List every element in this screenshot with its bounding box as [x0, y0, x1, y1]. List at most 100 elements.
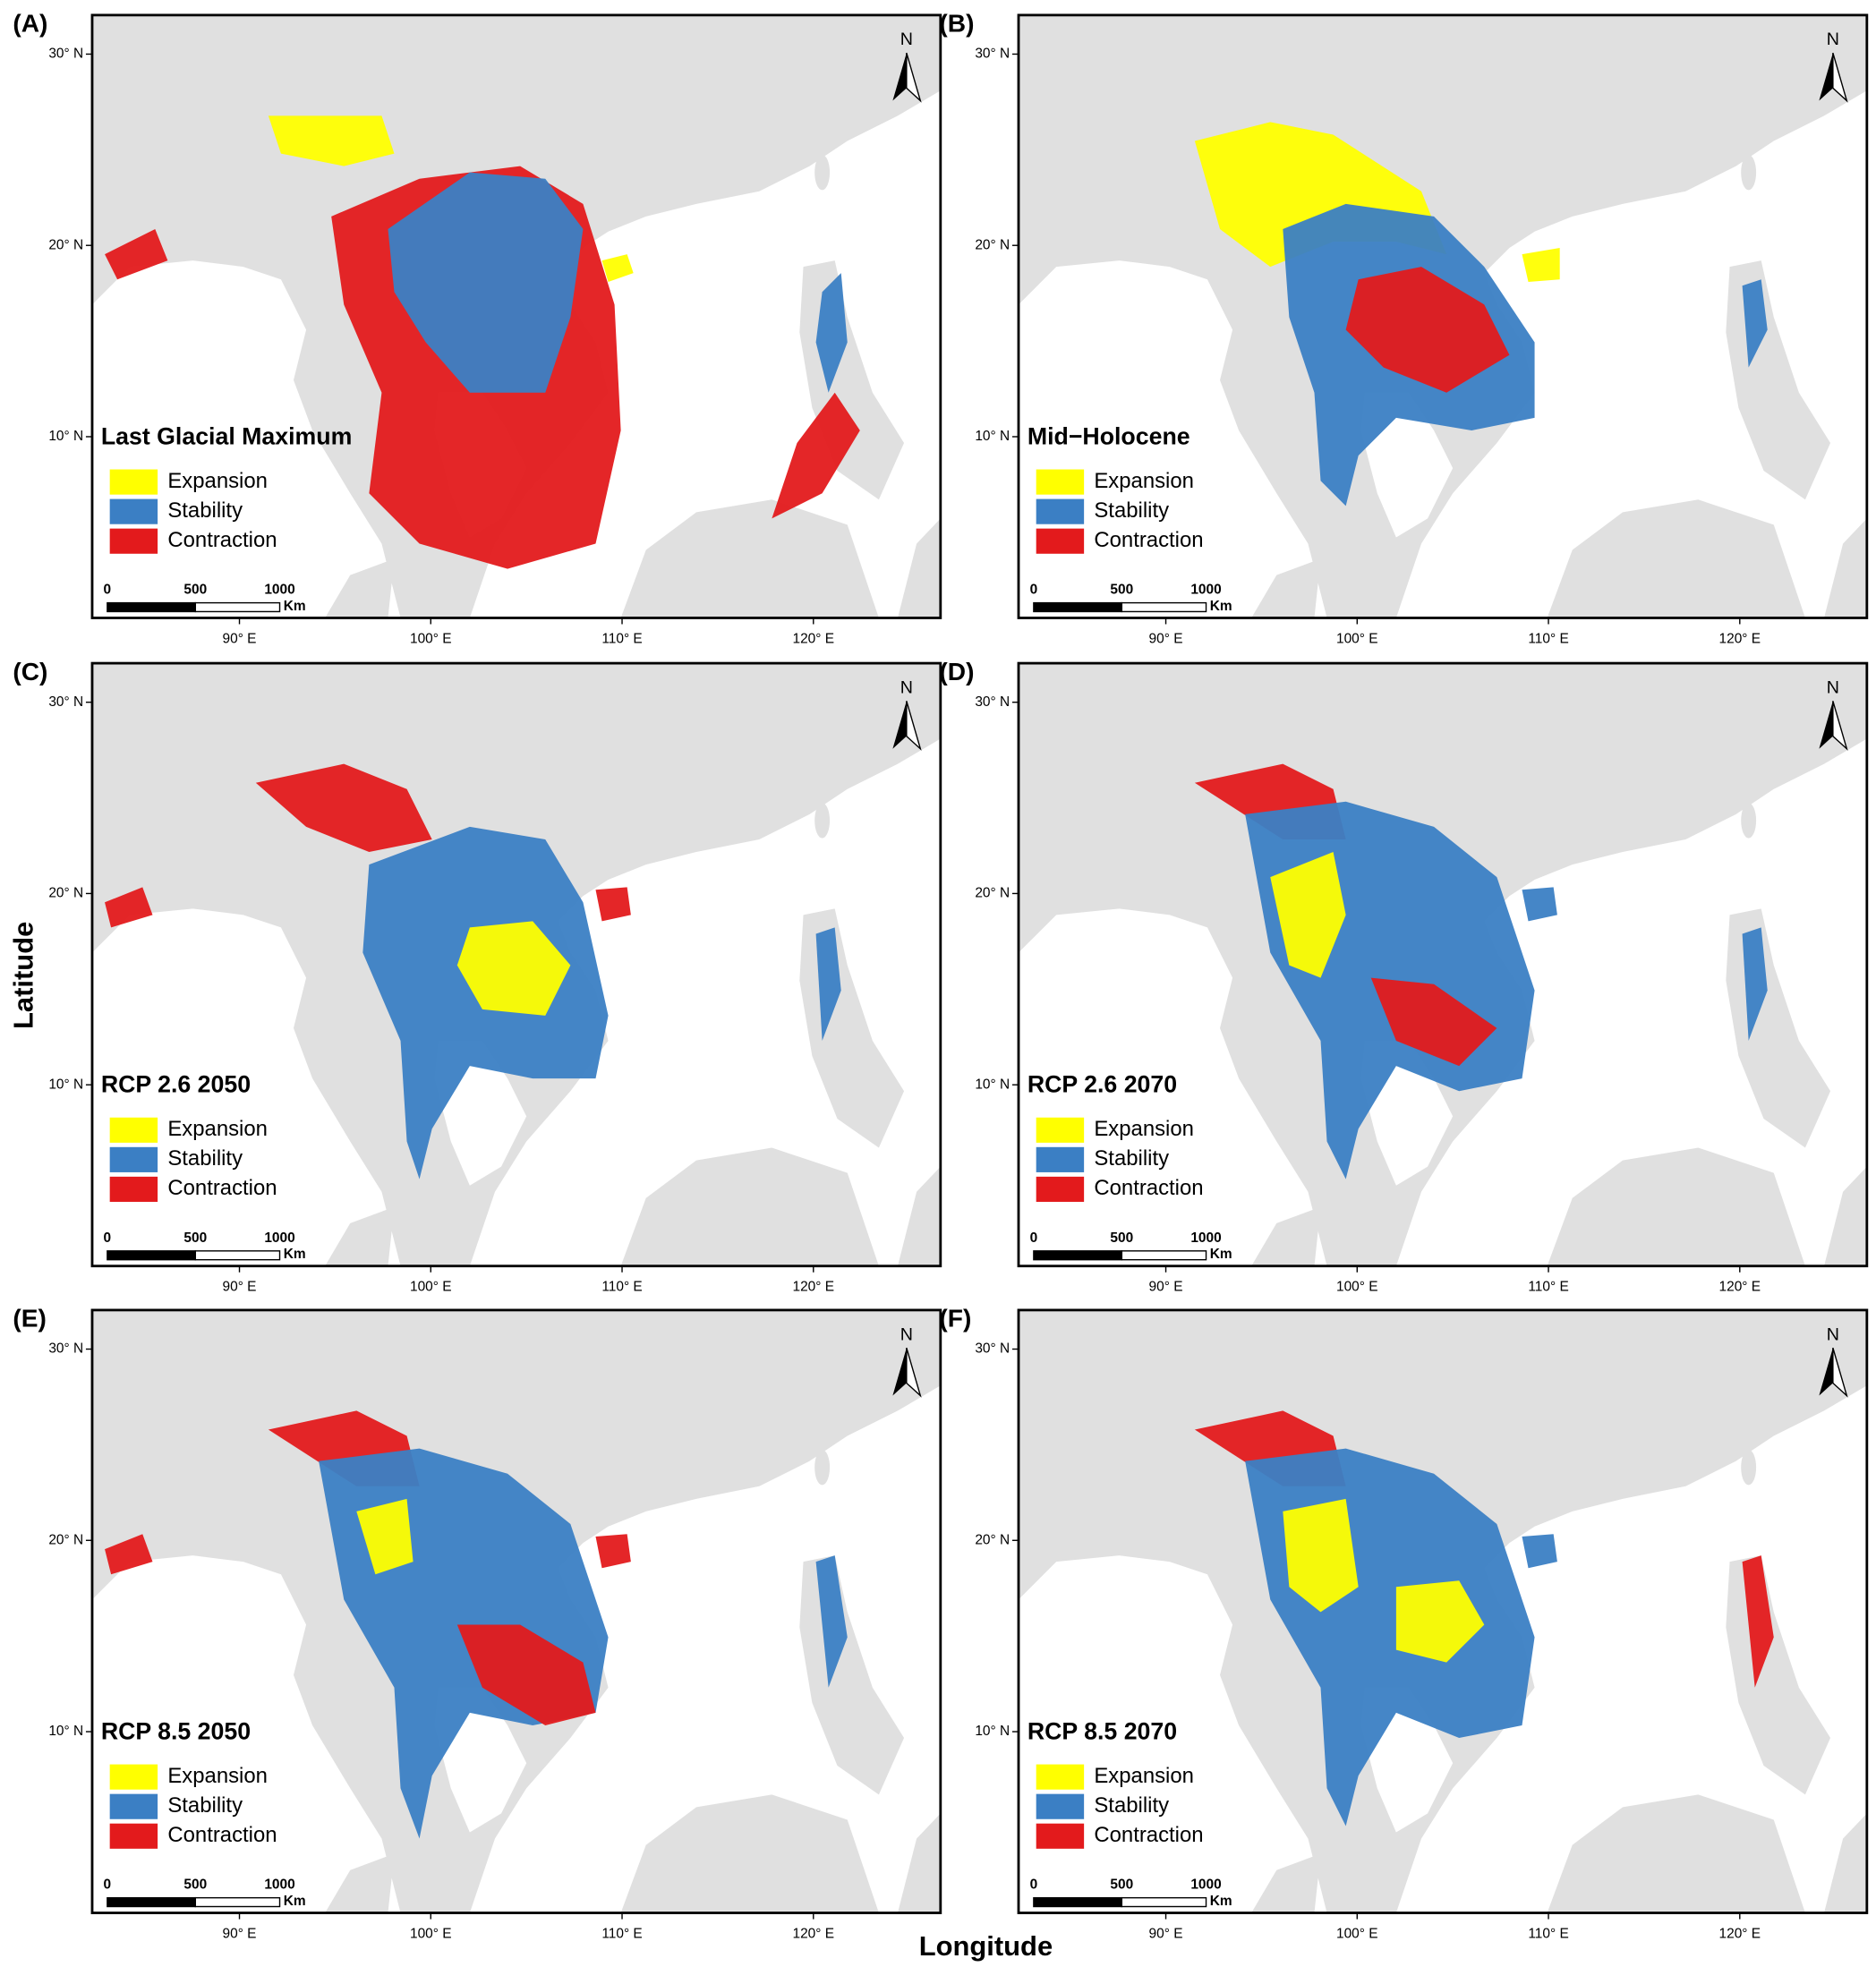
map: [91, 663, 941, 1266]
scale-bar-white: [1121, 1896, 1207, 1908]
north-arrow-left: [892, 701, 907, 749]
map-panel: (B) Mid−Holocene 30° N 20° N 10° N 90° E 100° …: [939, 10, 1869, 646]
legend-label: Stability: [1094, 1793, 1169, 1818]
range-area: [1742, 279, 1768, 368]
scale-bar-label: 1000: [1190, 1878, 1221, 1893]
lat-tick-label: 30° N: [975, 47, 1010, 62]
range-area: [815, 927, 841, 1041]
scale-bar-label: 0: [104, 1230, 112, 1246]
island: [620, 1147, 879, 1266]
legend-label: Expansion: [167, 469, 268, 493]
island: [814, 1450, 831, 1486]
island: [1824, 518, 1867, 618]
scale-bar-label: 500: [183, 583, 207, 598]
lat-tick-label: 20° N: [975, 1532, 1010, 1547]
north-arrow-left: [892, 53, 907, 101]
scale-bar-unit: Km: [1210, 1247, 1232, 1262]
range-area: [105, 228, 168, 280]
scale-bar-unit: Km: [1210, 1894, 1232, 1909]
legend-swatch: [1036, 1176, 1085, 1202]
sea: [1395, 1385, 1867, 1913]
legend-label: Contraction: [167, 1176, 277, 1200]
lat-tick-label: 10° N: [48, 1724, 83, 1739]
range-area: [595, 887, 631, 922]
lon-tick-label: 100° E: [1336, 1927, 1378, 1942]
legend-label: Contraction: [167, 1823, 277, 1847]
island: [620, 499, 879, 618]
scale-bar-label: 0: [1030, 1878, 1038, 1893]
scale-bar-black: [1033, 1896, 1123, 1908]
range-area: [601, 254, 634, 283]
panel-label: (D): [939, 658, 974, 685]
island: [1824, 1813, 1867, 1913]
island: [814, 803, 831, 839]
sea: [1019, 1555, 1327, 1913]
range-area: [1270, 852, 1346, 978]
lon-tick-label: 120° E: [1719, 631, 1761, 646]
legend-swatch: [1036, 1146, 1085, 1172]
legend-swatch: [1036, 528, 1085, 554]
north-arrow-right: [1832, 701, 1848, 751]
legend-swatch: [1036, 1117, 1085, 1143]
range-area: [268, 115, 395, 166]
lon-tick-label: 100° E: [410, 631, 452, 646]
legend-swatch: [1036, 1793, 1085, 1819]
island: [1251, 1853, 1321, 1913]
scale-bar-label: 0: [1030, 583, 1038, 598]
map: [1019, 1309, 1867, 1913]
scale-bar-white: [194, 601, 281, 613]
island: [897, 1166, 941, 1266]
scale-bar-white: [194, 1250, 281, 1261]
range-area: [255, 763, 432, 853]
lon-tick-label: 120° E: [792, 631, 834, 646]
legend-label: Expansion: [167, 1764, 268, 1788]
legend-label: Stability: [1094, 1146, 1169, 1171]
lat-tick-label: 30° N: [48, 1341, 83, 1357]
x-axis-title: Longitude: [919, 1930, 1053, 1962]
lat-tick-label: 30° N: [975, 1341, 1010, 1357]
sea: [91, 1555, 401, 1913]
legend-swatch: [109, 469, 158, 495]
legend-swatch: [109, 1793, 158, 1819]
map-frame: [90, 13, 942, 619]
scale-bar-label: 1000: [1190, 583, 1221, 598]
lat-tick-label: 30° N: [48, 47, 83, 62]
scale-bar-white: [1121, 601, 1207, 613]
scale-bar-label: 500: [183, 1878, 207, 1893]
lat-tick-label: 20° N: [48, 886, 83, 901]
legend-label: Contraction: [167, 528, 277, 552]
legend-label: Contraction: [1094, 1176, 1203, 1200]
map-panel: (E) RCP 8.5 2050 30° N 20° N 10° N 90° E 100° …: [13, 1305, 942, 1942]
range-area: [456, 921, 571, 1016]
sea: [1395, 738, 1867, 1266]
lat-tick-label: 20° N: [975, 886, 1010, 901]
legend-label: Expansion: [1094, 1117, 1194, 1141]
scale-bar-black: [107, 601, 197, 613]
north-arrow-left: [1819, 1348, 1833, 1396]
legend-swatch: [109, 1764, 158, 1790]
north-arrow-right: [1832, 52, 1848, 103]
scale-bar-label: 500: [1110, 583, 1133, 598]
lon-tick-label: 110° E: [1528, 631, 1568, 646]
panel-label: (B): [939, 10, 974, 38]
sea: [1019, 260, 1327, 618]
island: [1547, 499, 1805, 618]
range-area: [1742, 927, 1768, 1041]
panel-title: RCP 2.6 2050: [101, 1071, 251, 1098]
range-area: [1522, 1534, 1557, 1569]
map-frame: [90, 661, 942, 1268]
panel-label: (E): [13, 1305, 46, 1333]
island: [897, 518, 941, 618]
panel-title: RCP 8.5 2070: [1028, 1717, 1177, 1744]
sea: [1019, 908, 1327, 1266]
legend-label: Stability: [167, 498, 243, 523]
panel-label: (A): [13, 10, 47, 38]
lon-tick-label: 120° E: [1719, 1927, 1761, 1942]
north-label: N: [1827, 30, 1839, 49]
island: [1547, 1794, 1805, 1913]
scale-bar-label: 0: [104, 583, 112, 598]
scale-bar-unit: Km: [1210, 599, 1232, 614]
map-frame: [1017, 13, 1869, 619]
